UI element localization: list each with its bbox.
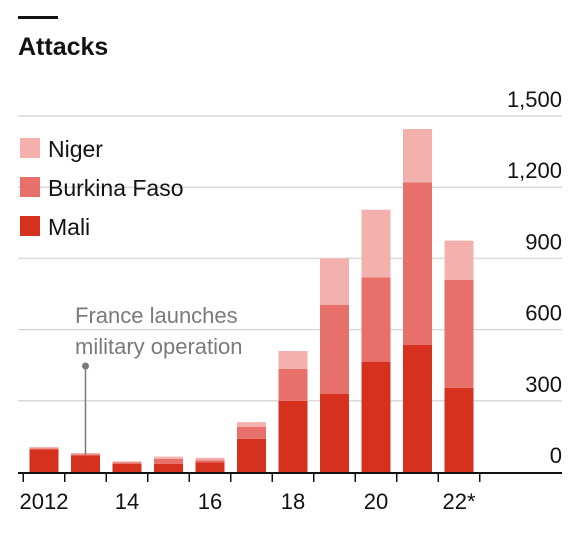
bar-niger-17 [237, 422, 266, 427]
bar-mali-17 [237, 438, 266, 472]
bar-burkina-faso-18 [278, 368, 308, 401]
bar-burkina-faso-22 [444, 279, 474, 388]
legend-label-niger: Niger [48, 136, 103, 162]
annotation-text: France launches [75, 303, 238, 328]
bar-burkina-faso-17 [237, 426, 266, 439]
bar-mali-22 [444, 387, 474, 472]
bar-niger-15 [154, 456, 183, 459]
bar-niger-21 [403, 129, 432, 183]
y-tick-label: 300 [525, 372, 562, 397]
legend-swatch-mali [20, 216, 40, 236]
bar-mali-13 [71, 455, 100, 472]
bar-burkina-faso-21 [403, 182, 432, 346]
y-tick-label: 0 [550, 443, 562, 468]
x-tick-label: 18 [281, 489, 305, 514]
bar-niger-19 [320, 258, 349, 305]
x-tick-label: 16 [198, 489, 222, 514]
bar-mali-16 [195, 462, 225, 472]
bar-niger-16 [195, 457, 225, 461]
bar-burkina-faso-2012 [29, 448, 59, 450]
bar-burkina-faso-15 [154, 458, 183, 464]
bar-niger-22 [444, 240, 474, 280]
legend-label-burkina-faso: Burkina Faso [48, 175, 184, 201]
legend-swatch-burkina-faso [20, 177, 40, 197]
bar-mali-2012 [29, 449, 59, 472]
bar-burkina-faso-14 [112, 462, 142, 464]
x-tick-label: 20 [364, 489, 388, 514]
legend-label-mali: Mali [48, 214, 90, 240]
bar-niger-14 [112, 461, 142, 463]
y-tick-label: 1,200 [507, 158, 562, 183]
x-axis: 2012 14 16 18 20 22* [18, 472, 562, 514]
chart-title: Attacks [18, 33, 108, 61]
y-tick-label: 900 [525, 229, 562, 254]
y-tick-label: 600 [525, 301, 562, 326]
bar-mali-15 [154, 463, 183, 472]
bar-mali-19 [320, 393, 349, 472]
bar-mali-18 [278, 400, 308, 472]
annotation-text: military operation [75, 334, 243, 359]
bar-niger-18 [278, 350, 308, 369]
title-rule [18, 16, 58, 19]
bar-mali-20 [361, 361, 391, 472]
x-tick-label: 14 [115, 489, 139, 514]
bar-burkina-faso-20 [361, 277, 391, 362]
bar-niger-20 [361, 209, 391, 278]
x-tick-label: 22* [442, 489, 475, 514]
bar-burkina-faso-19 [320, 304, 349, 394]
legend-swatch-niger [20, 138, 40, 158]
bar-mali-14 [112, 463, 142, 472]
bar-mali-21 [403, 345, 432, 472]
annotation-dot [82, 362, 89, 370]
y-tick-label: 1,500 [507, 87, 562, 112]
x-tick-label: 2012 [20, 489, 69, 514]
legend: Niger Burkina Faso Mali [20, 136, 184, 240]
annotation: France launches military operation [75, 303, 243, 455]
bar-niger-2012 [29, 447, 59, 449]
bar-burkina-faso-16 [195, 460, 225, 463]
y-axis-tick-labels: 0 300 600 900 1,200 1,500 [507, 87, 562, 468]
bars [29, 129, 474, 472]
